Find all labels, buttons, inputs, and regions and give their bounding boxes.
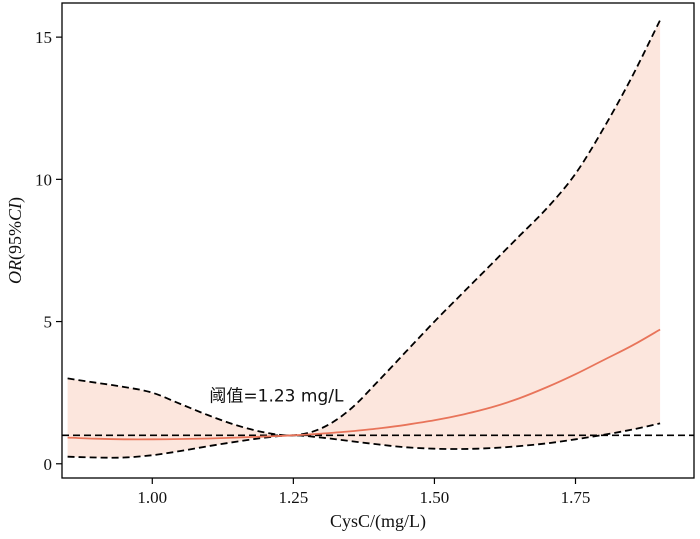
confidence-band: [67, 20, 661, 458]
confidence-band-layer: [67, 20, 661, 458]
y-axis-label-close: ): [5, 197, 26, 203]
x-tick-label: 1.75: [561, 488, 591, 507]
y-axis-label-ci: CI: [5, 202, 25, 221]
y-axis-label-or: OR: [5, 260, 25, 284]
x-axis-label: CysC/(mg/L): [330, 511, 426, 532]
y-axis-label-open: (95%: [5, 221, 26, 260]
y-tick-label: 15: [35, 28, 52, 47]
threshold-annotation: 阈值=1.23 mg/L: [209, 387, 344, 407]
or-estimate-line: [67, 328, 661, 441]
upper-ci-line: [67, 19, 661, 437]
x-tick-label: 1.25: [278, 488, 308, 507]
plot-frame: [61, 2, 695, 479]
axis-ticks: 1.00 1.25 1.50 1.75 0 5 10 15: [35, 28, 590, 507]
x-tick-label: 1.00: [137, 488, 167, 507]
x-tick-label: 1.50: [420, 488, 450, 507]
y-tick-label: 10: [35, 170, 52, 189]
y-tick-label: 0: [44, 455, 53, 474]
y-axis-label: OR(95%CI): [5, 197, 26, 284]
y-tick-label: 5: [44, 313, 53, 332]
curves-layer: [62, 19, 694, 459]
lower-ci-line: [67, 422, 661, 459]
